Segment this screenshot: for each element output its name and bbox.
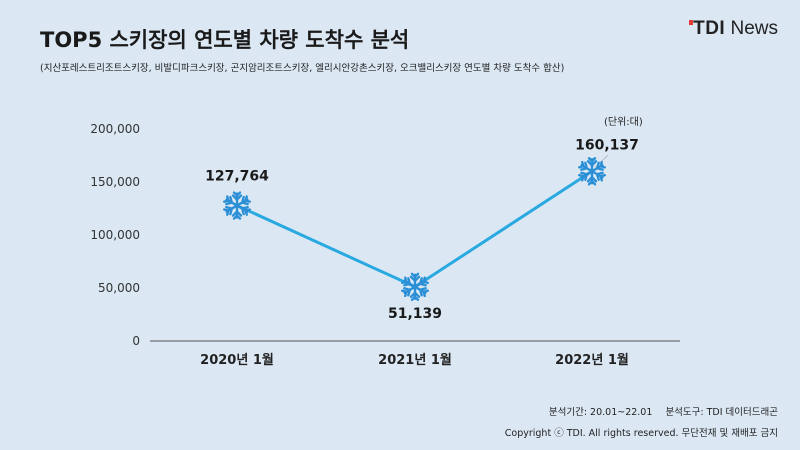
data-label: 160,137 xyxy=(575,137,639,153)
x-tick-label: 2021년 1월 xyxy=(378,352,452,368)
snowflake-icon xyxy=(578,157,606,186)
logo-news-text: News xyxy=(730,18,778,39)
copyright-notice: Copyright ⓒ TDI. All rights reserved. 무단… xyxy=(504,428,778,439)
x-tick-label: 2020년 1월 xyxy=(200,352,274,368)
chart-title: TOP5 스키장의 연도별 차량 도착수 분석 xyxy=(40,28,410,52)
logo-accent-mark xyxy=(689,20,694,25)
tdi-news-logo: TDI News xyxy=(689,18,778,40)
series-line xyxy=(236,169,593,289)
y-tick-label: 200,000 xyxy=(90,122,140,136)
y-tick-label: 100,000 xyxy=(90,228,140,242)
analysis-tool: 분석도구: TDI 데이터드래곤 xyxy=(665,407,778,418)
analysis-period: 분석기간: 20.01~22.01 xyxy=(548,407,653,418)
footer-analysis-info: 분석기간: 20.01~22.01 분석도구: TDI 데이터드래곤 xyxy=(539,404,778,418)
y-tick-label: 50,000 xyxy=(98,281,140,295)
y-tick-label: 0 xyxy=(132,334,140,348)
snowflake-icon xyxy=(401,272,429,301)
data-label: 51,139 xyxy=(388,306,442,322)
x-tick-label: 2022년 1월 xyxy=(555,352,629,368)
chart-subtitle: (지산포레스트리조트스키장, 비발디파크스키장, 곤지암리조트스키장, 엘리시안… xyxy=(40,63,565,74)
data-label: 127,764 xyxy=(205,169,269,185)
snowflake-icon xyxy=(223,191,251,220)
logo-tdi-text: TDI xyxy=(693,18,726,39)
unit-label: (단위:대) xyxy=(604,117,643,128)
y-tick-label: 150,000 xyxy=(90,175,140,189)
